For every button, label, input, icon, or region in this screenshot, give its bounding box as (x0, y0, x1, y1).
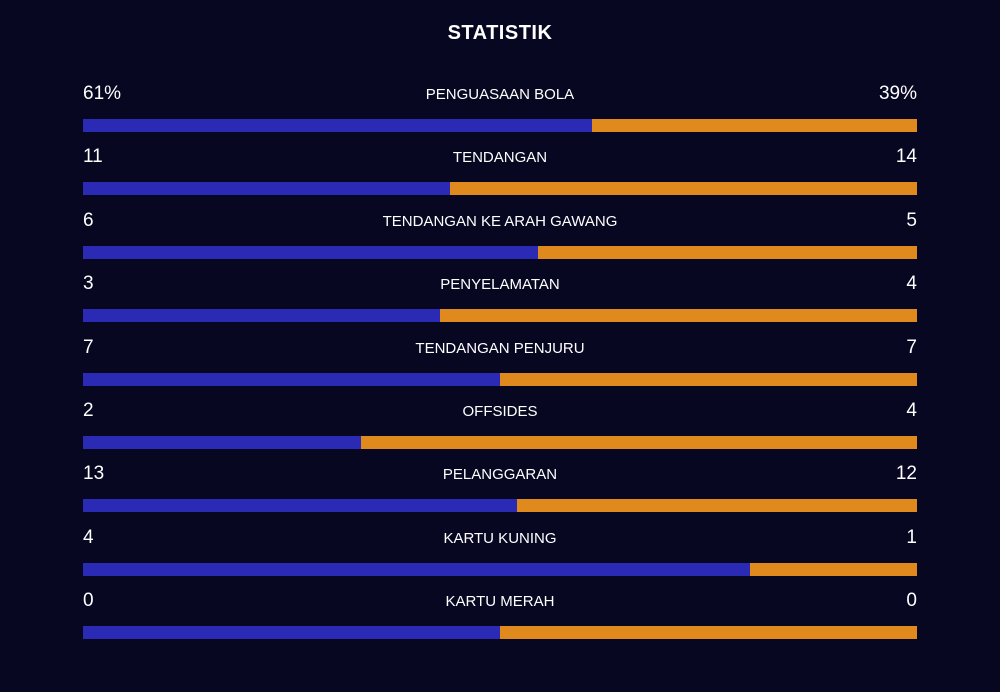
home-value: 61% (83, 83, 122, 104)
away-value: 4 (906, 399, 917, 421)
stat-label: TENDANGAN KE ARAH GAWANG (382, 212, 618, 230)
away-value: 5 (906, 209, 917, 231)
home-value: 2 (83, 399, 94, 421)
home-bar-fill (83, 309, 441, 323)
away-value: 4 (906, 273, 917, 295)
stat-label: KARTU MERAH (445, 593, 555, 611)
comparison-bar (83, 562, 917, 576)
stat-label: OFFSIDES (462, 402, 538, 420)
away-value: 12 (895, 463, 917, 485)
stat-row-fouls: 13 PELANGGARAN 12 (83, 460, 917, 523)
stat-row-possession: 61% PENGUASAAN BOLA 39% (83, 80, 917, 143)
home-bar-fill (83, 499, 517, 513)
home-bar-fill (83, 435, 361, 449)
comparison-bar (83, 245, 917, 259)
home-value: 4 (83, 526, 94, 548)
home-value: 11 (83, 146, 103, 168)
stat-label: TENDANGAN PENJURU (415, 339, 585, 357)
stat-label: KARTU KUNING (443, 529, 557, 547)
away-value: 39% (878, 83, 917, 104)
stat-row-shots: 11 TENDANGAN 14 (83, 143, 917, 206)
stat-row-shots-on-target: 6 TENDANGAN KE ARAH GAWANG 5 (83, 207, 917, 270)
home-bar-fill (83, 182, 450, 196)
stat-row-red-cards: 0 KARTU MERAH 0 (83, 587, 917, 650)
away-value: 0 (906, 590, 917, 612)
stat-label: PELANGGARAN (442, 466, 558, 484)
home-bar-fill (83, 119, 592, 132)
home-value: 3 (83, 273, 94, 295)
away-value: 14 (895, 146, 917, 168)
comparison-bar (83, 499, 917, 513)
home-value: 13 (83, 463, 105, 485)
away-value: 7 (906, 336, 917, 358)
home-value: 6 (83, 209, 94, 231)
comparison-bar (83, 309, 917, 323)
stat-label: PENYELAMATAN (440, 276, 560, 294)
comparison-bar (83, 372, 917, 386)
home-bar-fill (83, 372, 500, 386)
home-bar-fill (83, 626, 500, 640)
stat-row-offsides: 2 OFFSIDES 4 (83, 397, 917, 460)
stat-label: TENDANGAN (452, 149, 548, 167)
comparison-bar (83, 435, 917, 449)
comparison-bar (83, 182, 917, 196)
away-value: 1 (906, 526, 917, 548)
stat-row-saves: 3 PENYELAMATAN 4 (83, 270, 917, 333)
comparison-bar (83, 119, 917, 132)
comparison-bar (83, 626, 917, 640)
stat-label: PENGUASAAN BOLA (425, 86, 575, 103)
stats-title: STATISTIK (447, 22, 553, 44)
home-value: 7 (83, 336, 94, 358)
stats-list: 61% PENGUASAAN BOLA 39% 11 TENDANGAN 14 … (83, 80, 917, 651)
home-bar-fill (83, 245, 538, 259)
stat-row-yellow-cards: 4 KARTU KUNING 1 (83, 524, 917, 587)
stat-row-corners: 7 TENDANGAN PENJURU 7 (83, 334, 917, 397)
home-value: 0 (83, 590, 94, 612)
home-bar-fill (83, 562, 751, 576)
